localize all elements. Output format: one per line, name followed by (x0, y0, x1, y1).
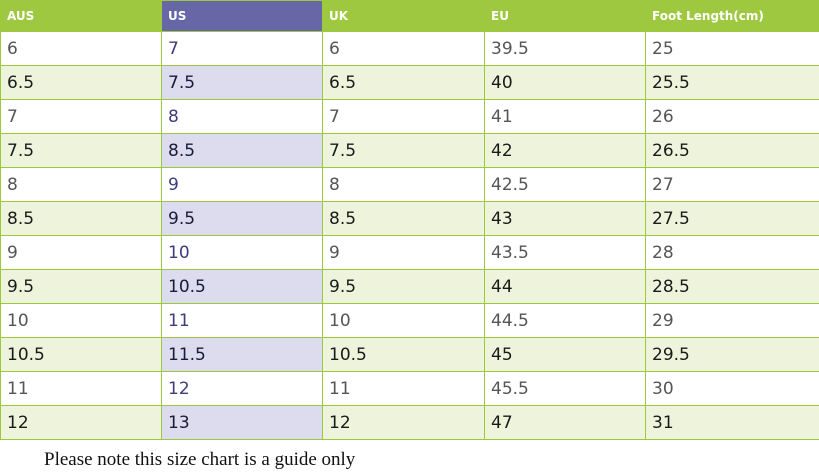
table-cell: 28.5 (645, 269, 819, 304)
table-cell: 29.5 (645, 337, 819, 372)
header-cell: UK (322, 0, 485, 32)
table-cell: 9 (161, 167, 323, 202)
table-cell: 43 (484, 201, 646, 236)
table-cell: 12 (0, 405, 162, 440)
table-cell: 28 (645, 235, 819, 270)
table-cell: 39.5 (484, 31, 646, 66)
table-row: 9 10 9 43.5 28 (0, 235, 819, 270)
table-cell: 9.5 (322, 269, 485, 304)
table-cell: 7.5 (322, 133, 485, 168)
table-cell: 30 (645, 371, 819, 406)
table-cell: 10.5 (322, 337, 485, 372)
table-row: 9.5 10.5 9.5 44 28.5 (0, 269, 819, 304)
header-cell: AUS (0, 0, 162, 32)
table-cell: 10 (322, 303, 485, 338)
table-cell: 10.5 (0, 337, 162, 372)
table-row: 10 11 10 44.5 29 (0, 303, 819, 338)
table-cell: 11.5 (161, 337, 323, 372)
table-cell: 8.5 (0, 201, 162, 236)
table-cell: 42.5 (484, 167, 646, 202)
table-cell: 10.5 (161, 269, 323, 304)
table-cell: 10 (0, 303, 162, 338)
table-cell: 7.5 (161, 65, 323, 100)
table-cell: 41 (484, 99, 646, 134)
table-cell: 31 (645, 405, 819, 440)
table-cell: 27 (645, 167, 819, 202)
header-cell: Foot Length(cm) (645, 0, 819, 32)
table-cell: 13 (161, 405, 323, 440)
table-cell: 9 (0, 235, 162, 270)
note: Please note this size chart is a guide o… (44, 449, 356, 470)
table-cell: 11 (0, 371, 162, 406)
table-body: 6 7 6 39.5 25 6.5 7.5 6.5 40 25.5 7 8 7 41 26 7.5 8.5 7.5… (0, 31, 819, 440)
table-cell: 25 (645, 31, 819, 66)
size-table: AUS US UK EU Foot Length(cm) 6 7 6 39.5 25 6.5 7.5… (0, 0, 819, 440)
table-cell: 26 (645, 99, 819, 134)
table-cell: 9.5 (0, 269, 162, 304)
table-cell: 11 (322, 371, 485, 406)
table-row: 6 7 6 39.5 25 (0, 31, 819, 66)
table-cell: 45 (484, 337, 646, 372)
table-cell: 6 (0, 31, 162, 66)
table-cell: 26.5 (645, 133, 819, 168)
table-cell: 8.5 (322, 201, 485, 236)
table-row: 12 13 12 47 31 (0, 405, 819, 440)
table-cell: 27.5 (645, 201, 819, 236)
table-cell: 6.5 (0, 65, 162, 100)
table-cell: 8.5 (161, 133, 323, 168)
table-cell: 25.5 (645, 65, 819, 100)
table-cell: 8 (0, 167, 162, 202)
table-cell: 45.5 (484, 371, 646, 406)
table-cell: 29 (645, 303, 819, 338)
header-cell: US (161, 0, 323, 32)
table-cell: 7 (0, 99, 162, 134)
table-cell: 44 (484, 269, 646, 304)
table-cell: 47 (484, 405, 646, 440)
table-cell: 12 (161, 371, 323, 406)
table-cell: 10 (161, 235, 323, 270)
table-cell: 7 (322, 99, 485, 134)
table-cell: 40 (484, 65, 646, 100)
header-row: AUS US UK EU Foot Length(cm) (0, 0, 819, 32)
table-cell: 12 (322, 405, 485, 440)
table-cell: 43.5 (484, 235, 646, 270)
table-row: 11 12 11 45.5 30 (0, 371, 819, 406)
table-cell: 6.5 (322, 65, 485, 100)
table-cell: 11 (161, 303, 323, 338)
header-cell: EU (484, 0, 646, 32)
table-cell: 6 (322, 31, 485, 66)
table-cell: 7 (161, 31, 323, 66)
table-cell: 9.5 (161, 201, 323, 236)
table-row: 8.5 9.5 8.5 43 27.5 (0, 201, 819, 236)
table-row: 6.5 7.5 6.5 40 25.5 (0, 65, 819, 100)
table-row: 7 8 7 41 26 (0, 99, 819, 134)
table-cell: 44.5 (484, 303, 646, 338)
table-cell: 9 (322, 235, 485, 270)
table-row: 8 9 8 42.5 27 (0, 167, 819, 202)
table-cell: 7.5 (0, 133, 162, 168)
table-row: 10.5 11.5 10.5 45 29.5 (0, 337, 819, 372)
table-cell: 42 (484, 133, 646, 168)
table-row: 7.5 8.5 7.5 42 26.5 (0, 133, 819, 168)
table-cell: 8 (322, 167, 485, 202)
table-cell: 8 (161, 99, 323, 134)
